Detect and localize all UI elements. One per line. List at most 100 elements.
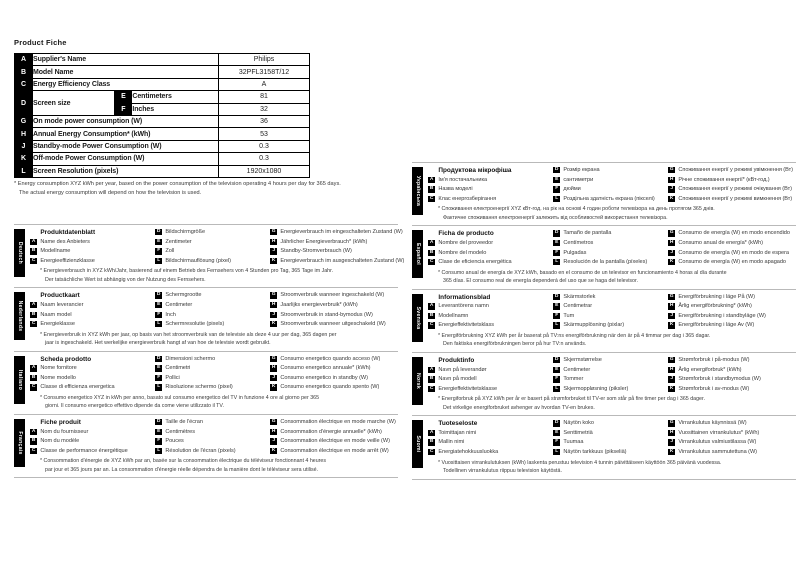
list-item: H Vuosittainen virrankulutus* (kWh) xyxy=(668,429,796,439)
language-footnote: * Consumo anual de energía de XYZ kWh, b… xyxy=(438,269,796,286)
row-text: Consumo de energía (W) en modo encendido xyxy=(678,230,790,237)
row-badge-C: C xyxy=(428,195,436,203)
list-item: H Jährlicher Energieverbrauch* (kWh) xyxy=(270,238,398,248)
language-tab[interactable]: Italiano xyxy=(14,355,25,404)
row-badge-G: G xyxy=(270,418,278,426)
row-text: Skjermstørrelse xyxy=(563,356,602,363)
row-badge-B: B xyxy=(30,311,38,318)
list-item: F Zoll xyxy=(155,247,270,257)
language-col-3: G Virrankulutus käynnissä (W) H Vuosittaine… xyxy=(668,419,796,457)
language-footnote-line2: Det virkelige energiforbruket avhenger a… xyxy=(443,404,595,411)
row-badge-H: H xyxy=(668,303,676,310)
list-item: E Centimeter xyxy=(553,366,668,376)
language-tab[interactable]: Svenska xyxy=(412,293,423,342)
language-block: Italiano Scheda prodotto A Nome fornitore B N… xyxy=(14,350,398,414)
language-footnote: * Споживання електроенергії XYZ кВт-год.… xyxy=(438,205,796,222)
row-badge-G: G xyxy=(668,420,676,427)
language-tab[interactable]: Norsk xyxy=(412,356,423,405)
language-tab[interactable]: Deutsch xyxy=(14,229,25,277)
fiche-footnote-line2: The actual energy consumption will depen… xyxy=(19,190,202,197)
row-text: Zoll xyxy=(165,248,175,255)
language-col-1: Produktdatenblatt A Name des Anbieters B Mod… xyxy=(30,228,155,266)
row-text: Consumo de energía (W) en modo de espera xyxy=(678,249,789,256)
fiche-footnote-line1: * Energy consumption XYZ kWh per year, b… xyxy=(14,181,341,187)
list-item: G Energieverbrauch im eingeschalteten Zus… xyxy=(270,228,403,238)
row-badge-B: B xyxy=(428,376,436,383)
row-text: Назва моделі xyxy=(438,186,473,193)
list-item: K Consumo energetico quando spento (W) xyxy=(270,383,398,393)
row-text: Stroomverbruik wanneer ingeschakeld (W) xyxy=(280,292,385,299)
row-letter-K: K xyxy=(14,152,33,166)
row-badge-J: J xyxy=(270,311,278,318)
row-text: Risoluzione schermo (pixel) xyxy=(165,384,233,391)
list-item: C Classe di efficienza energetica xyxy=(30,383,155,393)
row-letter-E: E xyxy=(114,90,133,104)
language-col-3: G Consumo de energía (W) en modo encendid… xyxy=(668,229,796,267)
row-badge-K: K xyxy=(668,259,676,266)
row-badge-D: D xyxy=(155,355,163,363)
row-label-inches: Inches xyxy=(131,102,219,116)
language-tab[interactable]: Français xyxy=(14,418,25,467)
row-text: Naam model xyxy=(40,311,72,318)
list-item: Informationsblad xyxy=(428,293,553,303)
row-text: Navn på modell xyxy=(438,376,477,383)
list-item: J Stroomverbruik in stand-bymodus (W) xyxy=(270,311,398,321)
language-tab[interactable]: Español xyxy=(412,230,423,279)
list-item: E Centimetri xyxy=(155,364,270,374)
list-item: K Virrankulutus sammutettuna (W) xyxy=(668,448,796,458)
list-item: C Energieeffizienzklasse xyxy=(30,257,155,267)
row-text: Virrankulutus valmiustilassa (W) xyxy=(678,439,757,446)
row-text: Stroomverbruik in stand-bymodus (W) xyxy=(280,311,373,318)
language-body: Produktinfo A Navn på leverandør B Navn på m… xyxy=(428,356,796,412)
list-item: L Resolución de la pantalla (píxeles) xyxy=(553,258,668,268)
language-col-3: G Consumo energetico quando acceso (W) H Co… xyxy=(270,355,398,393)
language-tab[interactable]: Nederlands xyxy=(14,292,25,341)
language-body: Produktdatenblatt A Name des Anbieters B Mod… xyxy=(30,228,404,284)
row-letter-J: J xyxy=(14,139,33,154)
language-footnote: * Energiforbruk på XYZ kWh per år er bas… xyxy=(438,395,796,412)
row-text: Nombre del modelo xyxy=(438,249,487,256)
list-item: C Energieklasse xyxy=(30,320,155,330)
table-row: K Off-mode Power Consumption (W) 0.3 xyxy=(14,152,310,166)
row-value-G: 36 xyxy=(218,114,310,129)
language-tab[interactable]: Suomi xyxy=(412,420,423,469)
row-badge-D: D xyxy=(155,292,163,299)
row-text: Tommer xyxy=(563,376,584,383)
language-tab[interactable]: Українська xyxy=(412,167,423,215)
list-item: B Modellname xyxy=(30,247,155,257)
row-value-C: A xyxy=(218,77,310,92)
row-text: Classe di efficienza energetica xyxy=(40,384,115,391)
list-item: B Назва моделі xyxy=(428,185,553,195)
list-item: C Energieffektivitetsklass xyxy=(428,321,553,331)
table-row: B Model Name 32PFL3158T/12 xyxy=(14,65,310,79)
row-text: Zentimeter xyxy=(165,238,192,245)
row-text: Consumo energetico quando acceso (W) xyxy=(280,355,381,362)
list-item: E Centimètres xyxy=(155,428,270,438)
row-badge-D: D xyxy=(155,229,163,236)
row-text: Consumo energetico in standby (W) xyxy=(280,374,368,381)
language-block: Deutsch Produktdatenblatt A Name des Anbiet… xyxy=(14,224,404,287)
row-badge-B: B xyxy=(428,186,436,193)
list-item: L Skärmupplösning (pixlar) xyxy=(553,321,668,331)
language-col-2: D Bildschirmgröße E Zentimeter F Zoll L Bildsch… xyxy=(155,228,270,266)
list-item: A Toimittajan nimi xyxy=(428,429,553,439)
row-badge-F: F xyxy=(155,248,163,255)
row-badge-J: J xyxy=(668,186,676,193)
row-badge-H: H xyxy=(668,429,676,437)
language-col-1: Scheda prodotto A Nome fornitore B Nome mode… xyxy=(30,355,155,393)
language-col-2: D Schermgrootte E Centimeter F Inch L Schermres… xyxy=(155,291,270,329)
language-footnote-line2: Todellinen virrankulutus riippuu televis… xyxy=(443,468,562,475)
row-text: Споживання енергії у режимі увімкнення (… xyxy=(678,167,793,173)
list-item: J Strømforbruk i standbymodus (W) xyxy=(668,375,796,385)
list-item: D Dimensioni schermo xyxy=(155,355,270,365)
row-text: Pollici xyxy=(165,374,180,381)
row-text: Leverantörens namn xyxy=(438,303,489,310)
row-badge-J: J xyxy=(270,374,278,382)
row-text: Centímetros xyxy=(563,239,594,246)
row-badge-F: F xyxy=(553,439,561,446)
language-block: Français Fiche produit A Nom du fournisseur… xyxy=(14,413,398,479)
language-footnote-line2: 365 días. El consumo real de energía dep… xyxy=(443,278,638,285)
language-footnote-line1: * Vuosittaisen virrankulutuksen (kWh) la… xyxy=(438,459,722,466)
language-block: Українська Продуктова мікрофіша A Ім'я пост… xyxy=(412,162,796,225)
language-block: Svenska Informationsblad A Leverantörens na… xyxy=(412,288,796,352)
